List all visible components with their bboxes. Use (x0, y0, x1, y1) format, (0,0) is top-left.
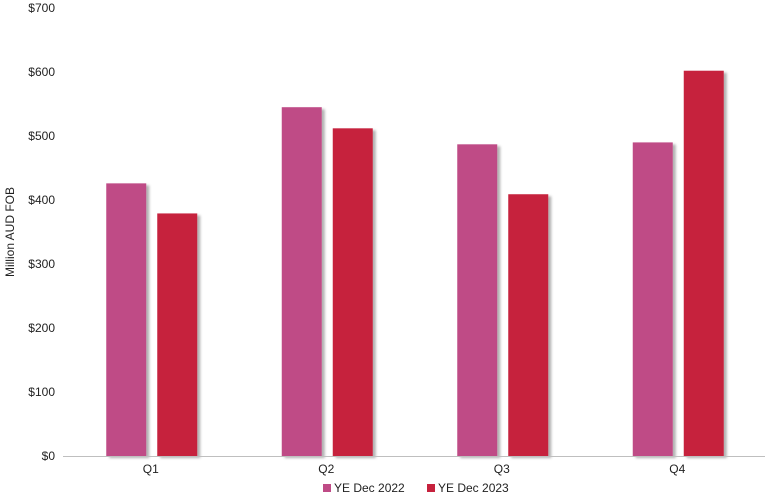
legend-label-1: YE Dec 2022 (334, 481, 405, 495)
bar-q2-series-1 (281, 107, 322, 456)
y-axis: $0 $100 $200 $300 $400 $500 $600 $700 (28, 1, 55, 463)
x-tick-label: Q3 (494, 462, 510, 476)
bars-group (106, 70, 724, 457)
bar-q1-series-2 (157, 213, 198, 456)
bar-q1-series-1 (106, 183, 147, 457)
y-tick-label: $0 (42, 449, 56, 463)
bar-q3-series-2 (508, 194, 549, 457)
y-tick-label: $200 (28, 321, 55, 335)
legend-label-2: YE Dec 2023 (438, 481, 509, 495)
bar-q2-series-2 (332, 128, 373, 456)
y-tick-label: $300 (28, 257, 55, 271)
y-axis-title: Million AUD FOB (3, 187, 17, 277)
y-tick-label: $500 (28, 129, 55, 143)
y-tick-label: $600 (28, 65, 55, 79)
x-axis: Q1 Q2 Q3 Q4 (63, 456, 765, 476)
legend-swatch-1 (323, 484, 331, 492)
legend-swatch-2 (427, 484, 435, 492)
x-tick-label: Q4 (669, 462, 685, 476)
y-tick-label: $100 (28, 385, 55, 399)
y-tick-label: $400 (28, 193, 55, 207)
y-tick-label: $700 (28, 1, 55, 15)
bar-q4-series-1 (632, 142, 673, 456)
bar-q3-series-1 (457, 144, 498, 456)
bar-q4-series-2 (683, 70, 724, 456)
legend: YE Dec 2022 YE Dec 2023 (323, 481, 509, 495)
x-tick-label: Q2 (318, 462, 334, 476)
x-tick-label: Q1 (143, 462, 159, 476)
